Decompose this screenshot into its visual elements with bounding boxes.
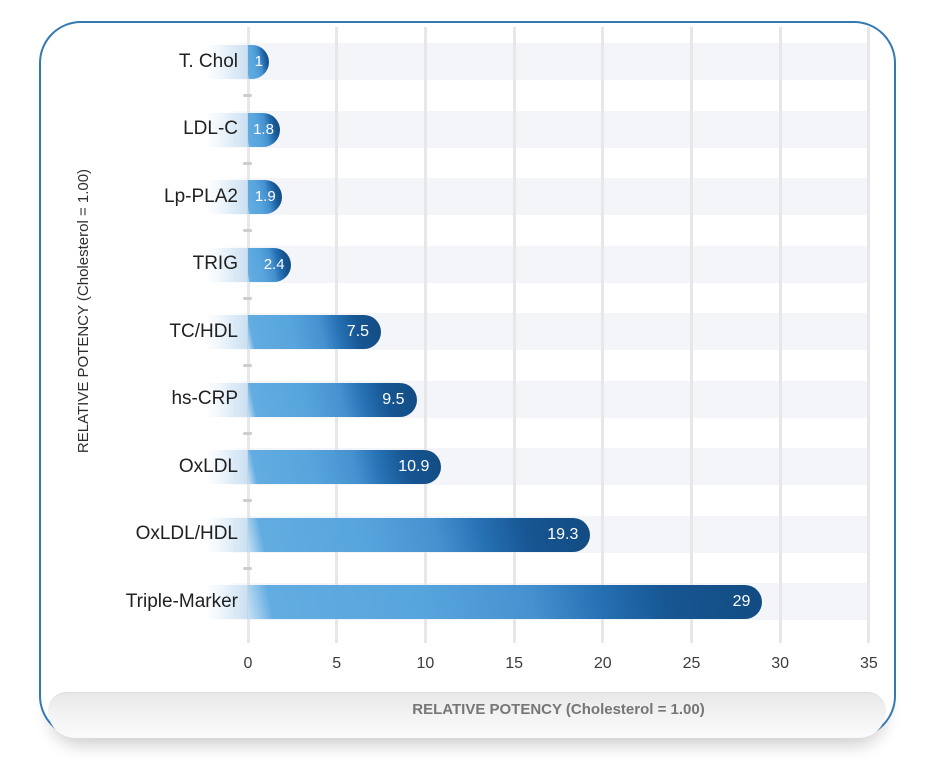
- x-tick-label: 20: [593, 655, 612, 672]
- category-tick: [243, 161, 252, 165]
- bar: 1.9: [206, 180, 282, 214]
- gridline: [601, 27, 605, 643]
- y-axis-title: RELATIVE POTENCY (Cholesterol = 1.00): [75, 168, 92, 454]
- category-label: Triple-Marker: [125, 590, 238, 612]
- gridline: [423, 27, 427, 643]
- bar: 10.9: [205, 450, 442, 484]
- row-band: [220, 245, 869, 283]
- category-tick: [243, 499, 252, 502]
- bar-value-label: 29: [732, 593, 751, 610]
- category-tick: [243, 94, 252, 97]
- x-axis-title-pill: [48, 692, 886, 738]
- bar-value-label: 2.4: [263, 255, 285, 273]
- bar-value-label: 1.9: [254, 188, 276, 205]
- category-label: TC/HDL: [169, 320, 238, 342]
- x-tick-label: 5: [332, 655, 342, 672]
- x-tick-label: 25: [682, 655, 701, 672]
- category-label: TRIG: [192, 253, 238, 275]
- category-label: hs-CRP: [171, 388, 238, 410]
- category-label: Lp-PLA2: [164, 185, 238, 207]
- category-label: LDL-C: [183, 118, 238, 140]
- row-band: [220, 178, 869, 215]
- x-tick-label: 35: [859, 655, 878, 672]
- gridline: [867, 27, 871, 643]
- x-tick-label: 10: [416, 655, 435, 672]
- bar-value-label: 7.5: [346, 323, 370, 340]
- bar: 7.5: [205, 315, 382, 349]
- bar: 1.8: [206, 112, 280, 147]
- bar-value-label: 19.3: [547, 525, 579, 543]
- row-band: [220, 110, 869, 148]
- gridline: [778, 27, 782, 643]
- bar: 1: [206, 45, 269, 79]
- gridline: [690, 27, 693, 643]
- bar: 29: [205, 585, 763, 619]
- bar-value-label: 9.5: [382, 390, 405, 408]
- category-label: T. Chol: [178, 50, 238, 72]
- category-tick: [243, 229, 252, 232]
- bar-value-label: 10.9: [398, 458, 430, 475]
- category-tick: [243, 364, 252, 367]
- row-band: [220, 43, 869, 80]
- category-tick: [243, 296, 252, 300]
- bar-value-label: 1.8: [253, 120, 274, 138]
- x-tick-label: 15: [505, 655, 523, 672]
- x-tick-label: 30: [771, 655, 790, 672]
- x-tick-label: 0: [243, 655, 253, 672]
- bar: 2.4: [206, 247, 291, 282]
- x-axis-title: RELATIVE POTENCY (Cholesterol = 1.00): [412, 701, 705, 718]
- bar-value-label: 1: [254, 53, 263, 70]
- bar: 9.5: [206, 382, 417, 417]
- category-label: OxLDL/HDL: [135, 523, 238, 545]
- gridline: [512, 27, 516, 643]
- category-tick: [243, 431, 252, 435]
- category-tick: [243, 566, 252, 570]
- bar: 19.3: [205, 517, 591, 552]
- category-label: OxLDL: [178, 455, 238, 477]
